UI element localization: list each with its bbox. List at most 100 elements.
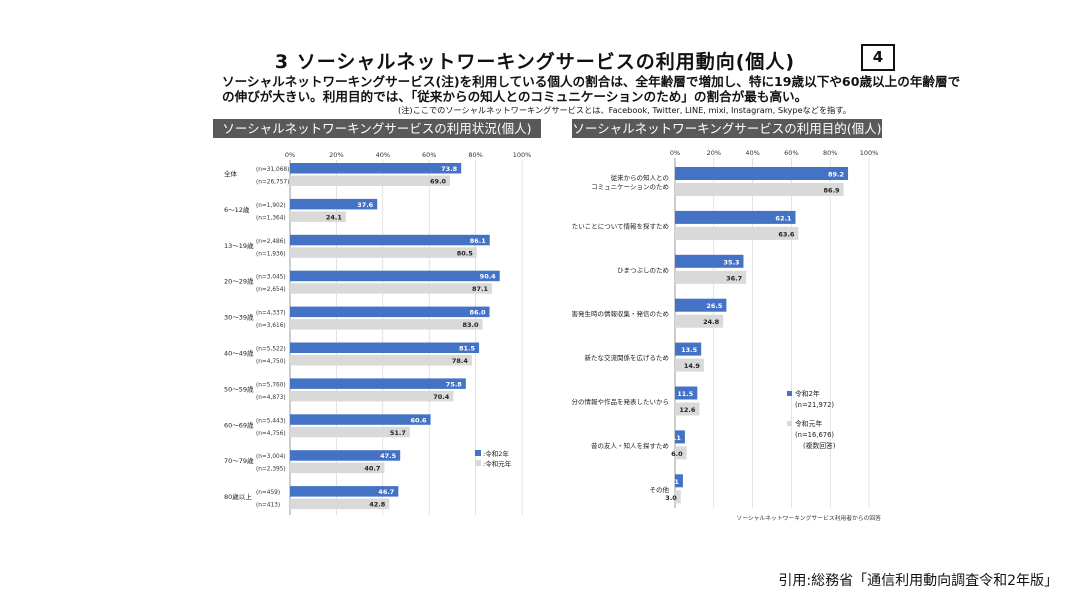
bar-value-label: 89.2: [828, 171, 844, 179]
intro-line-2: の伸びが大きい。利用目的では、「従来からの知人とのコミュニケーションのため」の割…: [222, 89, 808, 104]
sample-size-label: (n=26,757): [256, 180, 289, 186]
bar-r1: [290, 283, 493, 294]
page-number: 4: [861, 44, 895, 71]
bar-r1: [675, 446, 687, 460]
bar-r2: [290, 450, 401, 461]
x-tick-label: 60%: [422, 151, 436, 159]
x-tick-label: 80%: [823, 149, 837, 157]
bar-value-label: 83.0: [463, 321, 480, 329]
bar-r1: [290, 319, 483, 330]
category-label: 50〜59歳: [224, 384, 254, 393]
bar-value-label: 37.6: [357, 201, 374, 209]
bar-r1: [675, 490, 681, 504]
usage-purpose-chart: 0% 20% 40% 60% 80% 100% 従来からの知人とのコミュニケーションのため 8…: [572, 149, 881, 522]
bar-r1: [290, 426, 410, 438]
bar-r2: [290, 414, 431, 425]
legend-label: 令和元年: [795, 419, 822, 428]
sample-size-label: (n=413): [256, 503, 280, 509]
bar-value-label: 12.6: [679, 406, 696, 414]
bar-value-label: 90.4: [480, 273, 497, 281]
sample-size-label: (n=1,902): [256, 203, 286, 209]
bar-r1: [290, 498, 390, 510]
bar-r1: [290, 247, 477, 258]
category-label: 60〜69歳: [224, 420, 254, 429]
bar-r2: [290, 234, 490, 246]
bar-value-label: 69.0: [430, 178, 447, 186]
bar-value-label: 26.5: [706, 302, 723, 310]
sample-size-label: (n=2,654): [256, 287, 286, 293]
sample-size-label: (n=3,616): [256, 323, 286, 329]
bar-r1: [675, 183, 844, 196]
bar-r1: [675, 314, 724, 328]
category-label: 6〜12歳: [224, 205, 250, 214]
sample-size-label: (n=4,756): [256, 431, 286, 437]
legend-swatch: [475, 460, 481, 466]
bar-value-label: 60.6: [411, 416, 428, 424]
bar-r2: [290, 163, 462, 174]
left-panel-heading: ソーシャルネットワーキングサービスの利用状況(個人): [213, 119, 541, 138]
bar-value-label: 75.8: [446, 380, 463, 388]
bar-value-label: 86.9: [824, 187, 841, 195]
sample-size-label: (n=2,486): [256, 239, 286, 245]
bar-value-label: 14.9: [684, 362, 701, 370]
bar-r1: [675, 358, 704, 372]
intro-line-1: ソーシャルネットワーキングサービス(注)を利用している個人の割合は、全年齢層で増…: [222, 74, 961, 89]
x-tick-label: 100%: [860, 149, 879, 157]
bar-value-label: 24.1: [326, 213, 343, 221]
bar-value-label: 80.5: [457, 249, 474, 257]
bar-value-label: 46.7: [378, 488, 394, 496]
legend-swatch: [475, 450, 481, 456]
sample-size-label: (n=3,004): [256, 454, 286, 460]
category-label: 20〜29歳: [224, 277, 254, 286]
bar-r2: [675, 474, 683, 488]
sample-size-label: (n=3,045): [256, 275, 286, 281]
sample-size-label: (n=1,364): [256, 215, 286, 221]
bar-value-label: 11.5: [677, 390, 694, 398]
category-label: 30〜39歳: [224, 313, 254, 322]
bar-value-label: 40.7: [364, 465, 380, 473]
bar-r2: [290, 486, 399, 497]
bar-value-label: 47.5: [380, 452, 397, 460]
bar-value-label: 62.1: [775, 214, 792, 222]
bar-value-label: 4.1: [667, 478, 679, 486]
category-label: コミュニケーションのため: [591, 183, 669, 191]
bar-value-label: 42.8: [369, 501, 386, 509]
category-label: 13〜19歳: [224, 241, 254, 250]
legend-sample-size: (n=16,676): [795, 431, 834, 439]
bar-value-label: 86.1: [470, 237, 487, 245]
usage-by-age-chart: 0% 20% 40% 60% 80% 100% 全体 73.8 (n=31,068) 69.0 (n…: [224, 151, 531, 515]
category-label: 全体: [224, 169, 238, 178]
bar-value-label: 87.1: [472, 285, 489, 293]
x-tick-label: 0%: [670, 149, 680, 157]
sample-size-label: (n=5,522): [256, 347, 286, 353]
bar-r1: [290, 355, 472, 366]
bar-value-label: 73.8: [441, 165, 458, 173]
category-label: 昔の友人・知人を探すため: [591, 441, 669, 450]
page-title: 3 ソーシャルネットワーキングサービスの利用動向(個人): [274, 51, 796, 73]
sample-size-label: (n=4,750): [256, 359, 286, 365]
x-tick-label: 60%: [784, 149, 798, 157]
bar-r1: [290, 462, 385, 474]
bar-value-label: 63.6: [778, 230, 795, 238]
category-label: 新たな交流関係を広げるため: [585, 353, 670, 362]
x-tick-label: 20%: [329, 151, 343, 159]
x-tick-label: 20%: [707, 149, 721, 157]
sample-size-label: (n=459): [256, 490, 280, 496]
bar-r2: [675, 210, 796, 224]
bar-value-label: 70.4: [433, 393, 450, 401]
legend-sample-size: (n=21,972): [795, 401, 834, 409]
x-tick-label: 80%: [468, 151, 482, 159]
bar-r1: [290, 175, 451, 186]
bar-value-label: 81.5: [459, 345, 476, 353]
sample-size-label: (n=1,936): [256, 251, 286, 257]
sample-size-label: (n=5,443): [256, 418, 286, 424]
bar-value-label: 6.0: [671, 450, 683, 458]
bar-r2: [675, 386, 698, 400]
bar-r2: [675, 342, 702, 356]
bar-value-label: 13.5: [681, 346, 698, 354]
intro-text: ソーシャルネットワーキングサービス(注)を利用している個人の割合は、全年齢層で増…: [222, 74, 960, 104]
sample-size-label: (n=5,760): [256, 382, 286, 388]
category-label: 従来からの知人との: [611, 173, 669, 182]
category-label: 70〜79歳: [224, 456, 254, 465]
legend-swatch: [787, 421, 792, 426]
